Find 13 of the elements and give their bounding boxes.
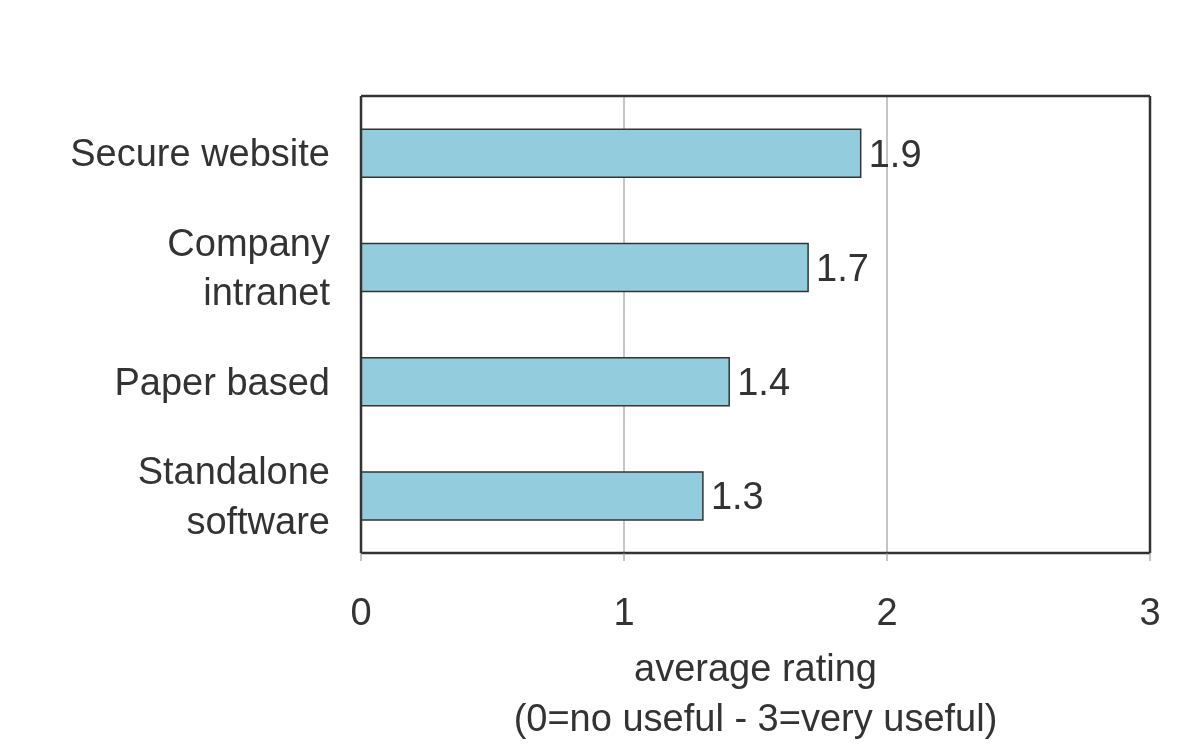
- x-axis-title: average rating (0=no useful - 3=very useful): [513, 647, 998, 739]
- y-tick-label: Standalone software: [137, 450, 330, 542]
- y-tick-label: Secure website: [70, 132, 330, 175]
- data-label: 1.3: [710, 475, 764, 518]
- y-tick-label: Paper based: [114, 360, 330, 403]
- x-tick-label: 0: [350, 590, 372, 633]
- x-tick-label: 2: [876, 590, 898, 633]
- data-label: 1.7: [816, 246, 869, 289]
- y-tick-label: Company intranet: [167, 221, 331, 314]
- x-tick-label: 3: [1139, 590, 1161, 633]
- data-label: 1.4: [737, 361, 791, 404]
- data-label: 1.9: [868, 132, 922, 175]
- x-tick-label: 1: [613, 590, 635, 633]
